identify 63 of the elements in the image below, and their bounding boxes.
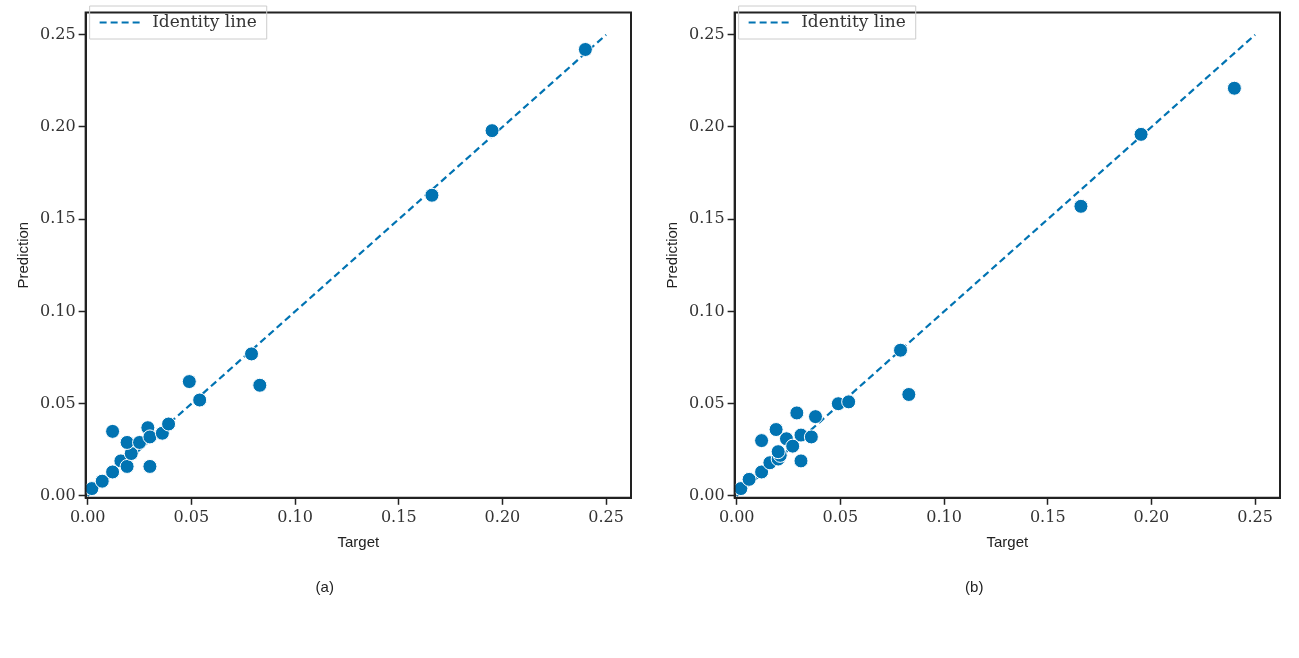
y-tick-label: 0.10 <box>39 300 76 320</box>
point <box>741 471 757 487</box>
y-tick-label: 0.15 <box>689 208 725 228</box>
y-tick-label: 0.20 <box>39 116 76 136</box>
point <box>252 377 268 393</box>
x-tick-label: 0.25 <box>1237 506 1274 526</box>
point <box>104 423 120 439</box>
x-tick-label: 0.20 <box>484 506 520 526</box>
point <box>577 42 593 57</box>
x-tick-label: 0.20 <box>1133 506 1170 526</box>
point <box>893 342 909 358</box>
point <box>243 346 259 362</box>
y-tick-label: 0.05 <box>39 392 76 412</box>
point <box>1227 80 1243 96</box>
point <box>841 394 857 410</box>
legend-label: Identity line <box>151 10 257 31</box>
point <box>191 392 207 408</box>
point <box>181 374 197 390</box>
x-tick-label: 0.00 <box>69 506 106 526</box>
x-tick-label: 0.10 <box>926 506 963 526</box>
x-tick-label: 0.15 <box>1030 506 1066 526</box>
point <box>424 187 440 203</box>
point <box>131 434 147 450</box>
point <box>785 438 801 454</box>
y-tick-label: 0.05 <box>689 392 725 412</box>
point <box>754 464 770 480</box>
y-axis-title: Prediction <box>13 221 31 289</box>
point <box>1073 198 1089 214</box>
point <box>142 429 158 445</box>
point <box>804 429 820 445</box>
x-tick-label: 0.05 <box>173 506 209 526</box>
y-tick-label: 0.20 <box>689 116 725 136</box>
point <box>1133 126 1149 142</box>
point <box>160 416 176 432</box>
x-tick-label: 0.00 <box>719 506 755 526</box>
x-tick-label: 0.05 <box>822 506 859 526</box>
y-tick-label: 0.15 <box>39 208 76 228</box>
y-tick-label: 0.00 <box>689 485 725 505</box>
x-axis-title: Target <box>337 533 380 551</box>
text: (a) <box>315 578 334 595</box>
point <box>119 458 135 474</box>
y-tick-label: 0.00 <box>39 485 76 505</box>
x-axis-title: Target <box>986 533 1030 551</box>
legend-label: Identity line <box>801 10 906 31</box>
point <box>789 405 805 421</box>
point <box>808 409 824 425</box>
point <box>768 422 784 438</box>
y-tick-label: 0.25 <box>689 23 725 43</box>
point <box>104 464 120 480</box>
x-tick-label: 0.15 <box>380 506 417 526</box>
point <box>754 433 770 449</box>
y-tick-label: 0.25 <box>39 23 76 43</box>
point <box>142 458 158 474</box>
point <box>793 453 809 469</box>
point <box>484 123 500 139</box>
x-tick-label: 0.10 <box>277 506 313 526</box>
text: (b) <box>965 578 984 595</box>
point <box>119 434 135 450</box>
point <box>901 386 917 402</box>
x-tick-label: 0.25 <box>588 506 624 526</box>
y-axis-title: Prediction <box>663 221 681 289</box>
y-tick-label: 0.10 <box>689 300 725 320</box>
point <box>94 473 110 489</box>
